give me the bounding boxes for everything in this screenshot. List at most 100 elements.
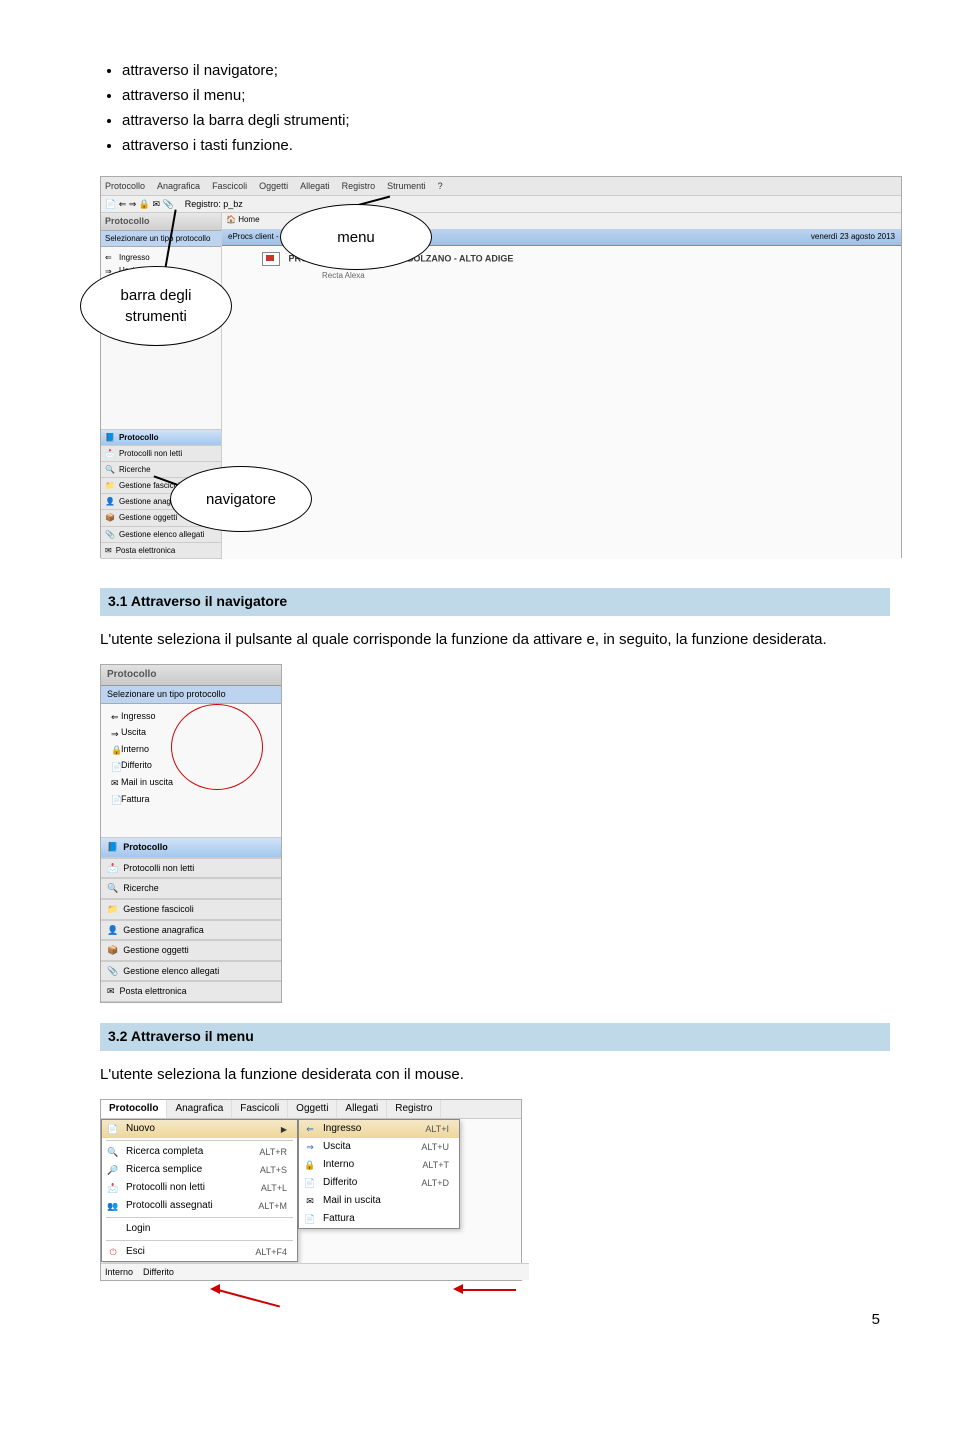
users-icon: 👥 (106, 1199, 120, 1213)
sidebar-type-item[interactable]: Differito (121, 759, 271, 772)
menu-tabs: Protocollo Anagrafica Fascicoli Oggetti … (101, 1100, 521, 1119)
page: attraverso il navigatore; attraverso il … (0, 0, 960, 1370)
folder-icon: 📁 (105, 480, 115, 491)
sidebar-nav-item[interactable]: ✉Posta elettronica (101, 981, 281, 1002)
menu-tab[interactable]: Allegati (337, 1100, 387, 1118)
attach-icon: 📎 (107, 965, 118, 978)
bullet-list: attraverso il navigatore; attraverso il … (100, 60, 890, 156)
sidebar-subheader: Selezionare un tipo protocollo (101, 231, 221, 247)
arrow-right-icon: ⇒ (303, 1140, 317, 1154)
menu-item[interactable]: 🔍Ricerca completaALT+R (102, 1143, 297, 1161)
inbox-icon: 📩 (106, 1181, 120, 1195)
menubar-item[interactable]: Allegati (300, 180, 330, 193)
registry-label: Registro: p_bz (185, 198, 243, 211)
arrow-left-icon: ⇐ (105, 252, 115, 262)
doc-icon: 📄 (111, 761, 121, 771)
menu-tab[interactable]: Fascicoli (232, 1100, 288, 1118)
sidebar-type-item[interactable]: Fattura (121, 793, 271, 806)
box-icon: 📦 (107, 944, 118, 957)
sidebar-nav-item[interactable]: 📘Protocollo (101, 430, 221, 446)
search-icon: 🔍 (106, 1145, 120, 1159)
mail-icon: ✉ (107, 985, 115, 998)
sidebar-type-item[interactable]: Ingresso (119, 252, 179, 263)
menubar-item[interactable]: Registro (342, 180, 376, 193)
menu-item[interactable]: Login (102, 1220, 297, 1238)
menu-tab[interactable]: Anagrafica (167, 1100, 232, 1118)
user-icon: 👤 (107, 924, 118, 937)
section-heading-3-1: 3.1 Attraverso il navigatore (100, 588, 890, 616)
menubar-item[interactable]: Fascicoli (212, 180, 247, 193)
section-text-3-1: L'utente seleziona il pulsante al quale … (100, 626, 890, 655)
menu-item[interactable]: 📩Protocolli non lettiALT+L (102, 1179, 297, 1197)
sidebar-type-item[interactable]: Mail in uscita (121, 776, 271, 789)
sidebar-nav-item[interactable]: 📦Gestione oggetti (101, 940, 281, 961)
menu-item[interactable]: 👥Protocolli assegnatiALT+M (102, 1197, 297, 1215)
arrow-left-icon: ⇐ (303, 1122, 317, 1136)
sidebar-nav-item[interactable]: 👤Gestione anagrafica (101, 920, 281, 941)
menu-item[interactable]: 📄Fattura (299, 1210, 459, 1228)
sidebar-subheader: Selezionare un tipo protocollo (101, 686, 281, 704)
sidebar-nav-item[interactable]: 📁Gestione fascicoli (101, 899, 281, 920)
menubar-item[interactable]: Strumenti (387, 180, 426, 193)
app-toolbar: 📄 ⇐ ⇒ 🔒 ✉ 📎 Registro: p_bz (101, 196, 901, 213)
submenu-arrow-icon: ▶ (281, 1124, 287, 1135)
callout-menu: menu (280, 204, 432, 270)
mail-icon: ✉ (303, 1194, 317, 1208)
figure-full-screenshot: Protocollo Anagrafica Fascicoli Oggetti … (100, 176, 890, 558)
bullet-item: attraverso il menu; (122, 85, 890, 106)
menubar-item[interactable]: Protocollo (105, 180, 145, 193)
figure-menu-dropdown: Protocollo Anagrafica Fascicoli Oggetti … (100, 1099, 522, 1281)
search-icon: 🔎 (106, 1163, 120, 1177)
sidebar-type-item[interactable]: Interno (121, 743, 271, 756)
sidebar-nav-item[interactable]: ✉Posta elettronica (101, 543, 221, 559)
hidden-items: Interno Differito (101, 1263, 529, 1281)
sidebar-nav: 📘Protocollo 📩Protocolli non letti 🔍Ricer… (101, 837, 281, 1002)
bullet-item: attraverso i tasti funzione. (122, 135, 890, 156)
power-icon: ⏻ (106, 1245, 120, 1259)
bullet-item: attraverso il navigatore; (122, 60, 890, 81)
sidebar-type-item[interactable]: Uscita (121, 726, 271, 739)
dropdown-left: 📄Nuovo▶ 🔍Ricerca completaALT+R 🔎Ricerca … (101, 1119, 298, 1262)
inbox-icon: 📩 (107, 862, 118, 875)
arrow-right-icon: ⇒ (111, 728, 121, 738)
menubar-item[interactable]: Oggetti (259, 180, 288, 193)
date-label: venerdì 23 agosto 2013 (811, 231, 895, 242)
app-menubar: Protocollo Anagrafica Fascicoli Oggetti … (101, 177, 901, 196)
book-icon: 📘 (107, 841, 118, 854)
callout-navigator: navigatore (170, 466, 312, 532)
figure-sidebar-only: Protocollo Selezionare un tipo protocoll… (100, 664, 890, 1003)
sidebar-type-list: ⇐Ingresso ⇒Uscita 🔒Interno 📄Differito ✉M… (101, 704, 281, 820)
menu-item[interactable]: ⇒UscitaALT+U (299, 1138, 459, 1156)
page-number: 5 (100, 1309, 890, 1330)
doc-icon: 📄 (111, 794, 121, 804)
search-icon: 🔍 (107, 882, 118, 895)
sidebar-nav-item[interactable]: 📩Protocolli non letti (101, 858, 281, 879)
menu-item[interactable]: ⏻EsciALT+F4 (102, 1243, 297, 1261)
sidebar-nav-item[interactable]: 📎Gestione elenco allegati (101, 527, 221, 543)
menu-tab[interactable]: Protocollo (101, 1100, 167, 1118)
menu-item[interactable]: 📄DifferitoALT+D (299, 1174, 459, 1192)
callout-toolbar: barra degli strumenti (80, 266, 232, 346)
dropdown-right: ⇐IngressoALT+I ⇒UscitaALT+U 🔒InternoALT+… (298, 1119, 460, 1229)
sidebar-nav-item[interactable]: 🔍Ricerche (101, 878, 281, 899)
sidebar-type-item[interactable]: Ingresso (121, 710, 271, 723)
menu-tab[interactable]: Registro (387, 1100, 441, 1118)
mail-icon: ✉ (105, 545, 112, 556)
menubar-item[interactable]: ? (438, 180, 443, 193)
section-text-3-2: L'utente seleziona la funzione desiderat… (100, 1061, 890, 1090)
doc-icon: 📄 (303, 1212, 317, 1226)
doc-icon: 📄 (303, 1176, 317, 1190)
sidebar-nav-item[interactable]: 📎Gestione elenco allegati (101, 961, 281, 982)
sidebar-nav-item[interactable]: 📘Protocollo (101, 837, 281, 858)
menu-tab[interactable]: Oggetti (288, 1100, 337, 1118)
sidebar-header: Protocollo (101, 665, 281, 686)
menu-item[interactable]: 🔒InternoALT+T (299, 1156, 459, 1174)
sidebar-panel: Protocollo Selezionare un tipo protocoll… (100, 664, 282, 1003)
menubar-item[interactable]: Anagrafica (157, 180, 200, 193)
sidebar-nav-item[interactable]: 📩Protocolli non letti (101, 446, 221, 462)
menu-item[interactable]: ✉Mail in uscita (299, 1192, 459, 1210)
menu-item[interactable]: 📄Nuovo▶ (102, 1120, 297, 1138)
menu-item[interactable]: 🔎Ricerca sempliceALT+S (102, 1161, 297, 1179)
menu-item[interactable]: ⇐IngressoALT+I (299, 1120, 459, 1138)
attach-icon: 📎 (105, 529, 115, 540)
